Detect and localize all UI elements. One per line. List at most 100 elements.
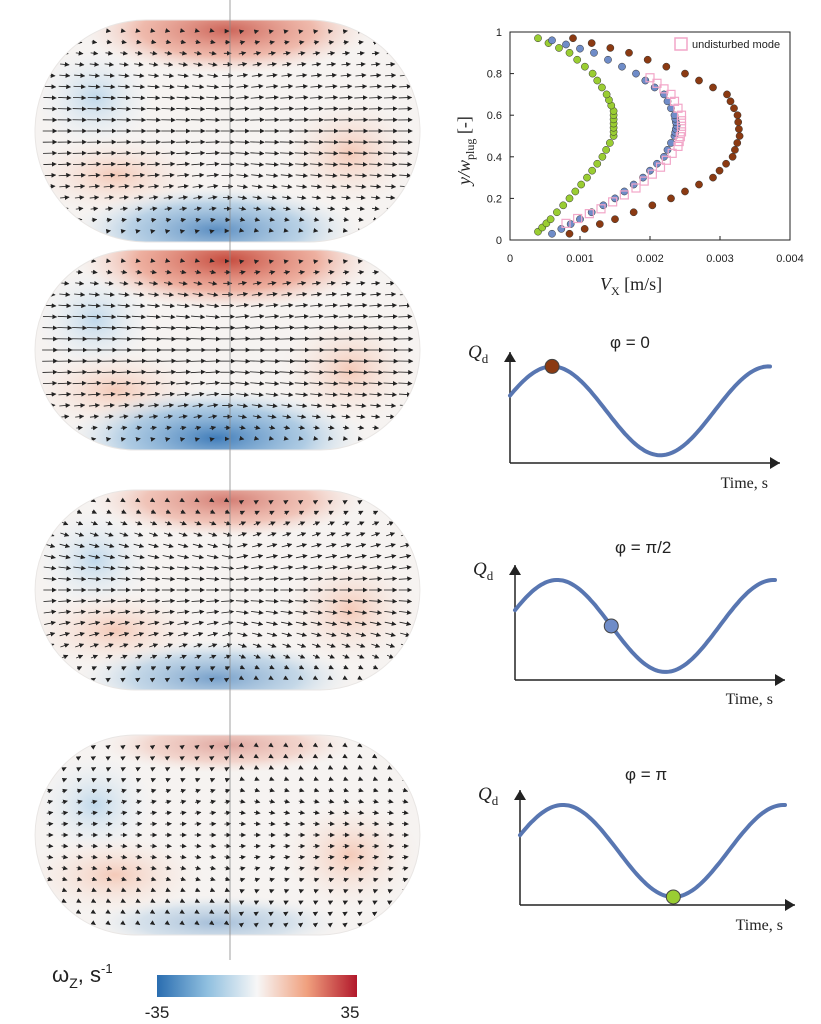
phase-marker [544, 358, 560, 374]
data-point [606, 44, 615, 52]
data-point [555, 44, 563, 52]
velocity-vectors [43, 497, 413, 683]
data-point [565, 194, 574, 203]
plug-panel [34, 19, 421, 243]
data-point [619, 190, 629, 200]
data-point [667, 148, 677, 158]
x-axis-arrow [775, 674, 785, 686]
time-axis-label: Time, s [721, 475, 768, 492]
data-point [625, 48, 633, 57]
data-point [695, 76, 703, 85]
data-point [641, 76, 650, 85]
data-point [565, 229, 574, 238]
data-point [587, 39, 596, 47]
sine-curve [513, 578, 777, 674]
data-point [652, 78, 662, 88]
data-point [583, 173, 591, 182]
profile-x-axis-label: VX [m/s] [600, 274, 662, 298]
x-tick-label: 0.001 [566, 253, 594, 265]
profile-plot-frame [509, 31, 791, 241]
data-point [733, 111, 742, 120]
data-point [553, 208, 561, 217]
data-point [659, 84, 669, 94]
legend-marker-undisturbed [674, 37, 688, 51]
y-axis-arrow [514, 790, 526, 800]
velocity-profile-chart: 0 0.001 0.002 0.003 0.004 0 0.2 0.4 0.6 0.8 1 undi… [454, 27, 804, 298]
data-point [631, 183, 641, 193]
data-point [565, 48, 574, 57]
data-point [730, 104, 738, 113]
data-point [611, 215, 619, 224]
velocity-vectors [46, 742, 409, 928]
profile-legend: undisturbed mode [674, 37, 780, 51]
data-point [606, 139, 614, 147]
x-tick-label: 0 [507, 253, 513, 265]
x-axis-arrow [785, 899, 795, 911]
data-point [674, 136, 684, 147]
phase-title: φ = π [625, 765, 667, 784]
sine-panel: φ = π/2 Qd Time, s [473, 538, 785, 708]
x-tick-label: 0.002 [636, 253, 664, 265]
data-point [569, 34, 577, 43]
data-point [593, 159, 602, 168]
data-point [534, 34, 542, 43]
data-point [577, 180, 586, 189]
data-point [596, 204, 606, 214]
phase-title: φ = 0 [610, 333, 650, 352]
data-point [661, 155, 671, 165]
colorbar-label: ωZ, s-1 [52, 961, 113, 991]
qd-axis-label: Qd [468, 342, 489, 366]
data-point [731, 146, 739, 154]
data-point [571, 187, 580, 196]
data-point [733, 139, 742, 147]
y-tick-label: 1 [496, 27, 502, 39]
colorbar-min-label: -35 [145, 1003, 170, 1022]
phase-marker [603, 618, 619, 634]
phase-title: φ = π/2 [615, 538, 671, 557]
data-point [681, 187, 689, 196]
data-point [728, 152, 737, 161]
data-point [645, 73, 655, 83]
data-point [675, 132, 685, 142]
data-point [673, 141, 683, 151]
qd-axis-label: Qd [473, 559, 494, 583]
data-point [709, 83, 717, 92]
data-point [584, 209, 594, 219]
data-point [562, 40, 570, 49]
profile-axis-ticks: 0 0.001 0.002 0.003 0.004 0 0.2 0.4 0.6 0.8 1 [487, 27, 804, 265]
data-point [709, 173, 717, 182]
x-axis-arrow [770, 457, 780, 469]
profile-y-axis-label: y/wplug [-] [454, 116, 477, 187]
series-green [534, 34, 618, 236]
data-point [629, 208, 638, 217]
data-point [590, 48, 598, 57]
series-brown [565, 34, 744, 238]
data-point [647, 169, 657, 179]
data-point [676, 116, 687, 126]
data-point [548, 229, 556, 238]
data-point [561, 218, 571, 228]
sine-panel: φ = 0 Qd Time, s [468, 333, 780, 492]
velocity-vector-panels [34, 0, 421, 960]
data-point [588, 166, 596, 175]
velocity-vectors [42, 258, 414, 442]
data-point [604, 55, 612, 64]
legend-label-undisturbed: undisturbed mode [692, 39, 780, 51]
y-tick-label: 0.8 [487, 69, 502, 81]
profile-data-points [534, 34, 744, 238]
data-point [723, 90, 731, 99]
sine-panel: φ = π Qd Time, s [478, 765, 795, 934]
x-tick-label: 0.004 [776, 253, 804, 265]
data-point [580, 225, 589, 233]
data-point [581, 62, 589, 71]
y-axis-arrow [509, 565, 521, 575]
data-point [602, 146, 610, 154]
data-point [735, 132, 744, 140]
data-point [667, 194, 675, 203]
plug-panel [34, 489, 421, 691]
plug-panel [34, 734, 421, 936]
data-point [548, 36, 556, 45]
data-point [566, 220, 575, 228]
y-tick-label: 0.6 [487, 110, 502, 122]
